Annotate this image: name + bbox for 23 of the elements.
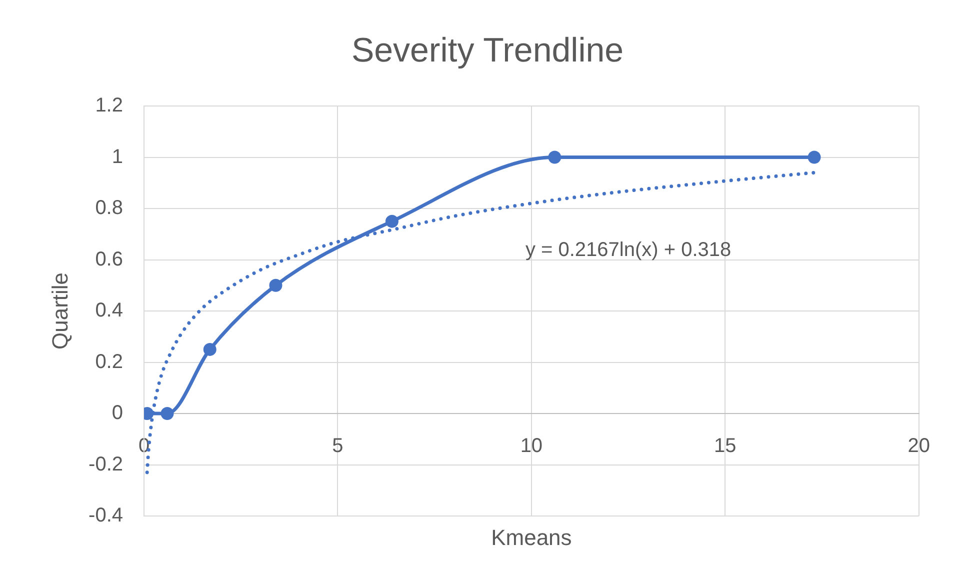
y-tick-label: 0	[112, 402, 123, 424]
y-tick-label: 0.8	[95, 197, 123, 220]
y-tick-label: 0.2	[95, 350, 123, 373]
point	[385, 214, 398, 228]
y-axis-title: Quartile	[47, 272, 72, 350]
point	[203, 342, 216, 356]
point	[269, 278, 282, 292]
x-tick-label: 5	[332, 435, 344, 458]
y-tick-label: 0.4	[95, 300, 123, 322]
x-tick-label: 15	[714, 435, 736, 458]
y-tick-label: -0.2	[88, 453, 123, 476]
y-tick-label: 0.6	[95, 248, 123, 270]
x-tick-label: 20	[908, 435, 930, 458]
y-tick-label: -0.4	[88, 504, 123, 527]
chart-title: Severity Trendline	[351, 31, 624, 70]
y-tick-label: 1	[112, 146, 123, 168]
x-tick-label: 10	[520, 435, 543, 458]
y-tick-label: 1.2	[95, 94, 123, 117]
point	[808, 150, 821, 164]
annotation: y = 0.2167ln(x) + 0.318	[525, 238, 732, 261]
x-axis-title: Kmeans	[491, 525, 572, 550]
point	[548, 150, 562, 164]
point	[160, 407, 174, 420]
